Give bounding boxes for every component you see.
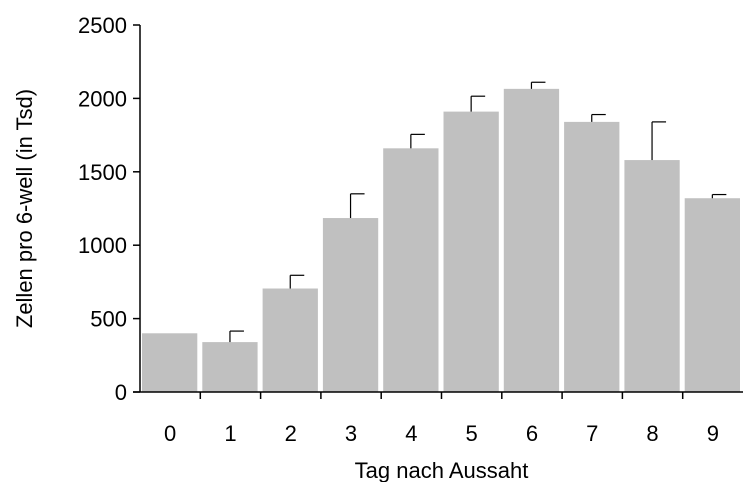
x-ticks-group: 0 1 2 3 4 5 6 7 8 9 <box>164 392 719 446</box>
bar-day-0 <box>142 333 198 392</box>
y-tick-label-500: 500 <box>90 307 127 332</box>
x-tick-label-2: 2 <box>285 421 297 446</box>
y-ticks-group: 0 500 1000 1500 2000 2500 <box>78 13 140 405</box>
x-tick-label-5: 5 <box>466 421 478 446</box>
bar-day-8 <box>624 160 680 392</box>
y-tick-label-2000: 2000 <box>78 86 127 111</box>
x-tick-label-1: 1 <box>224 421 236 446</box>
y-tick-label-1000: 1000 <box>78 233 127 258</box>
x-axis-title: Tag nach Aussaht <box>355 458 529 482</box>
axes-group <box>133 25 743 393</box>
x-tick-label-9: 9 <box>707 421 719 446</box>
x-tick-label-8: 8 <box>646 421 658 446</box>
x-tick-label-0: 0 <box>164 421 176 446</box>
x-tick-label-7: 7 <box>586 421 598 446</box>
y-tick-label-0: 0 <box>115 380 127 405</box>
bars-group <box>142 88 740 393</box>
bar-day-9 <box>684 198 740 392</box>
y-tick-label-1500: 1500 <box>78 160 127 185</box>
x-tick-label-6: 6 <box>526 421 538 446</box>
bar-day-6 <box>503 88 560 393</box>
bar-day-5 <box>443 111 499 393</box>
error-bars-group <box>229 81 727 343</box>
bar-day-3 <box>322 218 379 392</box>
bar-day-1 <box>202 342 258 392</box>
y-axis-title: Zellen pro 6-well (in Tsd) <box>12 89 37 328</box>
bar-day-4 <box>383 148 439 392</box>
y-tick-label-2500: 2500 <box>78 13 127 38</box>
x-tick-label-4: 4 <box>405 421 417 446</box>
bar-day-2 <box>262 288 318 392</box>
x-tick-label-3: 3 <box>345 421 357 446</box>
bar-day-7 <box>564 121 620 392</box>
